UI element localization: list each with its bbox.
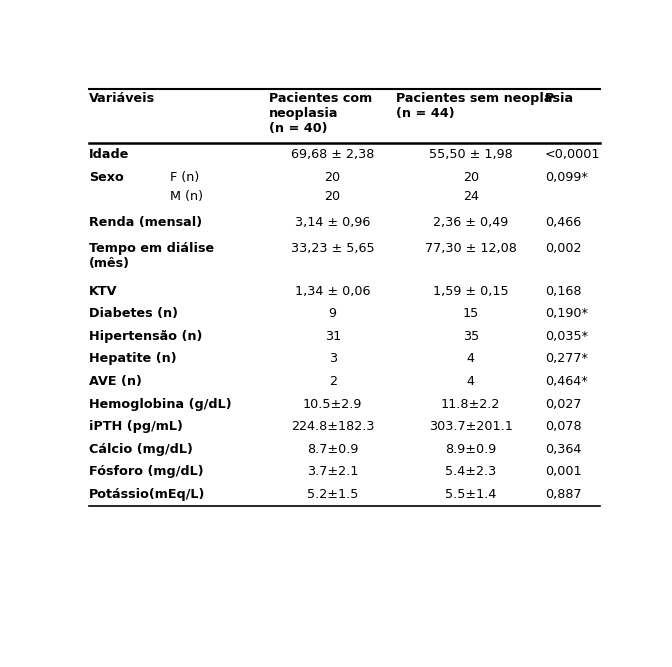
Text: 0,099*: 0,099* bbox=[545, 171, 588, 183]
Text: 0,364: 0,364 bbox=[545, 443, 581, 456]
Text: Pacientes com
neoplasia
(n = 40): Pacientes com neoplasia (n = 40) bbox=[269, 92, 372, 135]
Text: 0,464*: 0,464* bbox=[545, 375, 587, 388]
Text: 224.8±182.3: 224.8±182.3 bbox=[291, 420, 374, 433]
Text: 4: 4 bbox=[466, 352, 474, 366]
Text: iPTH (pg/mL): iPTH (pg/mL) bbox=[89, 420, 183, 433]
Text: 20: 20 bbox=[462, 171, 478, 183]
Text: 0,002: 0,002 bbox=[545, 242, 581, 255]
Text: 0,078: 0,078 bbox=[545, 420, 581, 433]
Text: Cálcio (mg/dL): Cálcio (mg/dL) bbox=[89, 443, 193, 456]
Text: F (n): F (n) bbox=[170, 171, 199, 183]
Text: Sexo: Sexo bbox=[89, 171, 124, 183]
Text: Diabetes (n): Diabetes (n) bbox=[89, 307, 178, 320]
Text: 8.7±0.9: 8.7±0.9 bbox=[307, 443, 358, 456]
Text: 3,14 ± 0,96: 3,14 ± 0,96 bbox=[295, 216, 370, 229]
Text: 2: 2 bbox=[329, 375, 337, 388]
Text: 31: 31 bbox=[325, 329, 341, 343]
Text: Potássio(mEq/L): Potássio(mEq/L) bbox=[89, 488, 206, 501]
Text: 33,23 ± 5,65: 33,23 ± 5,65 bbox=[291, 242, 374, 255]
Text: 11.8±2.2: 11.8±2.2 bbox=[441, 398, 501, 411]
Text: Tempo em diálise
(mês): Tempo em diálise (mês) bbox=[89, 242, 214, 270]
Text: 303.7±201.1: 303.7±201.1 bbox=[429, 420, 513, 433]
Text: 5.4±2.3: 5.4±2.3 bbox=[445, 466, 497, 478]
Text: Variáveis: Variáveis bbox=[89, 92, 155, 105]
Text: 0,190*: 0,190* bbox=[545, 307, 588, 320]
Text: 20: 20 bbox=[325, 171, 341, 183]
Text: Fósforo (mg/dL): Fósforo (mg/dL) bbox=[89, 466, 204, 478]
Text: Pacientes sem neoplasia
(n = 44): Pacientes sem neoplasia (n = 44) bbox=[396, 92, 574, 120]
Text: Hepatite (n): Hepatite (n) bbox=[89, 352, 177, 366]
Text: 3.7±2.1: 3.7±2.1 bbox=[307, 466, 358, 478]
Text: 1,59 ± 0,15: 1,59 ± 0,15 bbox=[433, 285, 509, 297]
Text: <0,0001: <0,0001 bbox=[545, 148, 600, 161]
Text: 24: 24 bbox=[463, 190, 478, 203]
Text: M (n): M (n) bbox=[170, 190, 203, 203]
Text: 1,34 ± 0,06: 1,34 ± 0,06 bbox=[295, 285, 370, 297]
Text: 2,36 ± 0,49: 2,36 ± 0,49 bbox=[433, 216, 508, 229]
Text: 4: 4 bbox=[466, 375, 474, 388]
Text: 20: 20 bbox=[325, 190, 341, 203]
Text: 0,168: 0,168 bbox=[545, 285, 581, 297]
Text: P: P bbox=[545, 92, 554, 105]
Text: 0,466: 0,466 bbox=[545, 216, 581, 229]
Text: 0,001: 0,001 bbox=[545, 466, 581, 478]
Text: 5.2±1.5: 5.2±1.5 bbox=[307, 488, 358, 501]
Text: KTV: KTV bbox=[89, 285, 118, 297]
Text: Hemoglobina (g/dL): Hemoglobina (g/dL) bbox=[89, 398, 232, 411]
Text: Hipertensão (n): Hipertensão (n) bbox=[89, 329, 202, 343]
Text: 55,50 ± 1,98: 55,50 ± 1,98 bbox=[429, 148, 513, 161]
Text: 0,027: 0,027 bbox=[545, 398, 581, 411]
Text: 69,68 ± 2,38: 69,68 ± 2,38 bbox=[291, 148, 374, 161]
Text: Renda (mensal): Renda (mensal) bbox=[89, 216, 202, 229]
Text: 35: 35 bbox=[462, 329, 479, 343]
Text: 77,30 ± 12,08: 77,30 ± 12,08 bbox=[425, 242, 517, 255]
Text: 10.5±2.9: 10.5±2.9 bbox=[303, 398, 362, 411]
Text: Idade: Idade bbox=[89, 148, 130, 161]
Text: 0,035*: 0,035* bbox=[545, 329, 588, 343]
Text: 9: 9 bbox=[329, 307, 337, 320]
Text: 15: 15 bbox=[462, 307, 479, 320]
Text: 3: 3 bbox=[329, 352, 337, 366]
Text: 0,887: 0,887 bbox=[545, 488, 581, 501]
Text: AVE (n): AVE (n) bbox=[89, 375, 142, 388]
Text: 5.5±1.4: 5.5±1.4 bbox=[445, 488, 497, 501]
Text: 0,277*: 0,277* bbox=[545, 352, 588, 366]
Text: 8.9±0.9: 8.9±0.9 bbox=[445, 443, 497, 456]
